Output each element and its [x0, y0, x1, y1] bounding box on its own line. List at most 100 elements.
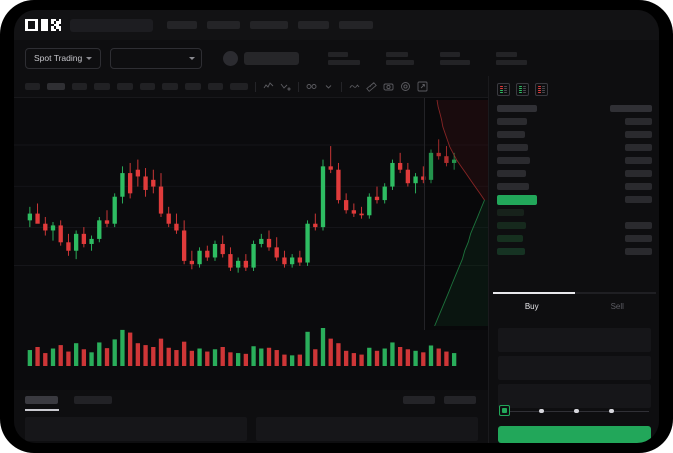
tab-sell[interactable]: Sell	[575, 298, 660, 315]
price-chart-area[interactable]	[14, 98, 488, 390]
search-input[interactable]	[70, 18, 154, 32]
trade-tab-active-indicator	[493, 292, 575, 294]
tf-more[interactable]	[230, 83, 248, 90]
ask-size	[625, 144, 652, 151]
stat-24h-volume	[496, 51, 528, 65]
tf-1m[interactable]	[25, 83, 40, 90]
nav-item-3[interactable]	[250, 21, 289, 29]
slider-stop-25[interactable]	[539, 408, 544, 413]
tab-order-history[interactable]	[74, 396, 112, 404]
orderbook-ask-row[interactable]	[497, 167, 652, 180]
ask-size	[625, 118, 652, 125]
orderbook-ask-row[interactable]	[497, 141, 652, 154]
chevron-down-icon	[189, 56, 196, 60]
total-input[interactable]	[498, 384, 651, 408]
bid-price	[497, 235, 523, 242]
ask-price	[497, 118, 527, 125]
tab-open-orders[interactable]	[25, 396, 58, 404]
volume-chart	[27, 328, 457, 366]
trading-pair-dropdown[interactable]	[110, 47, 203, 69]
slider-stop-75[interactable]	[609, 408, 614, 413]
settings-gear-icon[interactable]	[400, 81, 411, 92]
pair-name-placeholder	[244, 51, 300, 65]
amount-percent-slider[interactable]	[499, 405, 651, 417]
okx-logo[interactable]	[25, 18, 62, 32]
orderbook-spread-row[interactable]	[497, 193, 652, 206]
nav-item-1[interactable]	[167, 21, 198, 29]
orderbook-view-both-icon[interactable]	[497, 83, 510, 96]
tf-1h[interactable]	[117, 83, 133, 90]
stat-value	[496, 59, 528, 65]
stat-24h-change	[386, 51, 415, 65]
ask-size	[625, 183, 652, 190]
fullscreen-icon[interactable]	[417, 81, 428, 92]
orderbook-bid-row[interactable]	[497, 206, 652, 219]
measure-icon[interactable]	[366, 81, 377, 92]
app-screen: Spot Trading	[14, 10, 659, 443]
orderbook-view-bids-icon[interactable]	[516, 83, 529, 96]
tf-4h[interactable]	[140, 83, 155, 90]
tf-1mo[interactable]	[208, 83, 223, 90]
toolbar-divider	[298, 81, 299, 92]
orderbook-ask-row[interactable]	[497, 180, 652, 193]
stat-label	[328, 51, 349, 57]
orderbook[interactable]	[489, 102, 659, 292]
timeframe-buttons	[25, 83, 248, 90]
drawing-tools-icon[interactable]	[306, 81, 317, 92]
line-chart-icon[interactable]	[349, 81, 360, 92]
candlestick-chart	[14, 139, 488, 273]
orderbook-bid-row[interactable]	[497, 232, 652, 245]
orderbook-ask-row[interactable]	[497, 154, 652, 167]
nav-item-4[interactable]	[298, 21, 330, 29]
tf-1d[interactable]	[162, 83, 178, 90]
camera-icon[interactable]	[383, 81, 394, 92]
chevron-down-icon[interactable]	[323, 81, 334, 92]
bid-price	[497, 209, 524, 216]
chart-toolbar	[14, 76, 488, 98]
tf-1w[interactable]	[185, 83, 201, 90]
stat-value	[386, 59, 415, 65]
trade-form-panel: Buy Sell	[489, 292, 659, 443]
bottom-right-tab-1[interactable]	[403, 396, 435, 404]
orderbook-size-header	[610, 105, 652, 112]
stat-24h-high	[440, 51, 471, 65]
buy-submit-button[interactable]	[498, 426, 651, 443]
nav-items	[167, 21, 374, 29]
nav-item-2[interactable]	[207, 21, 241, 29]
orderbook-view-asks-icon[interactable]	[535, 83, 548, 96]
trade-tabs: Buy Sell	[489, 298, 659, 315]
orderbook-price-header	[497, 105, 537, 112]
orderbook-bid-row[interactable]	[497, 245, 652, 258]
indicator-icon[interactable]	[263, 81, 274, 92]
spot-trading-dropdown[interactable]: Spot Trading	[25, 47, 102, 69]
orders-bottom-bar	[14, 390, 488, 443]
compare-icon[interactable]	[280, 81, 291, 92]
orderbook-ask-row[interactable]	[497, 115, 652, 128]
tab-buy[interactable]: Buy	[489, 298, 575, 315]
orders-panel-right	[256, 417, 478, 441]
tf-5m[interactable]	[47, 83, 65, 90]
ask-size	[625, 170, 652, 177]
tf-30m[interactable]	[94, 83, 110, 90]
tf-15m[interactable]	[72, 83, 87, 90]
bottom-right-tab-2[interactable]	[444, 396, 476, 404]
stat-last-price	[328, 51, 361, 65]
orderbook-ask-row[interactable]	[497, 128, 652, 141]
orders-tabs	[25, 396, 112, 404]
active-tab-underline	[25, 409, 59, 411]
top-navigation-bar	[14, 10, 659, 40]
ask-size	[625, 131, 652, 138]
stat-value	[440, 59, 471, 65]
orderbook-header	[497, 102, 652, 115]
nav-item-5[interactable]	[339, 21, 374, 29]
ask-size	[625, 157, 652, 164]
bid-price	[497, 222, 526, 229]
slider-handle[interactable]	[499, 405, 510, 416]
trade-tab-label: Buy	[524, 302, 539, 311]
amount-input[interactable]	[498, 356, 651, 380]
orders-right-tabs	[403, 396, 476, 404]
spread-price	[497, 194, 537, 205]
orderbook-bid-row[interactable]	[497, 219, 652, 232]
slider-stop-50[interactable]	[574, 408, 579, 413]
price-input[interactable]	[498, 328, 651, 352]
